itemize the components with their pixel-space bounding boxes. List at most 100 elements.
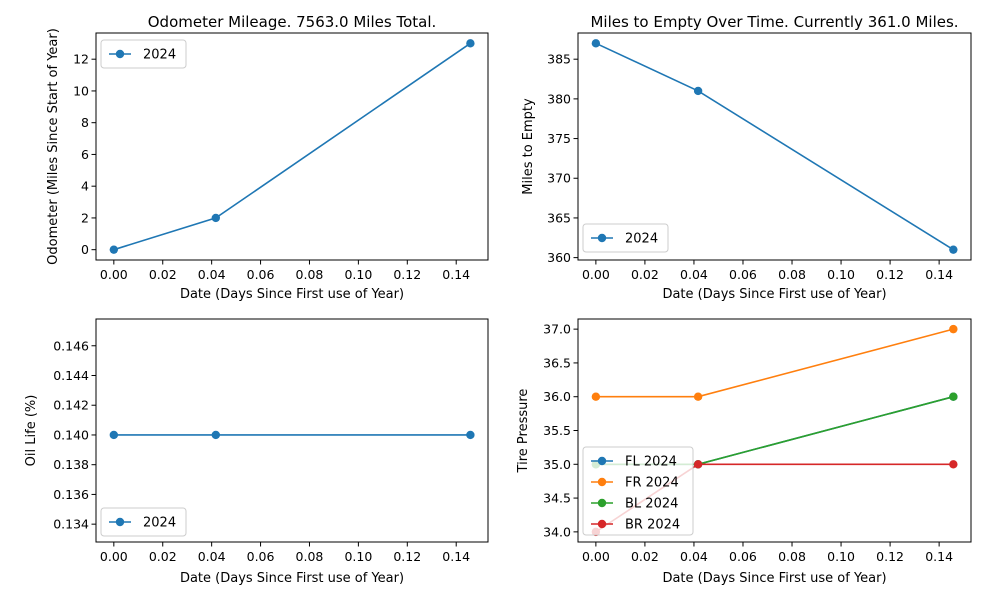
legend-marker <box>115 49 125 59</box>
y-tick-label: 36.5 <box>543 355 571 370</box>
y-tick-label: 375 <box>547 131 571 146</box>
legend-box <box>582 446 694 536</box>
y-tick-label: 6 <box>81 147 89 162</box>
y-tick-label: 0.138 <box>53 457 89 472</box>
y-tick-label: 380 <box>547 91 571 106</box>
x-tick-label: 0.06 <box>247 549 275 564</box>
x-tick-label: 0.08 <box>296 549 324 564</box>
x-axis-label: Date (Days Since First use of Year) <box>180 287 404 302</box>
x-axis-label: Date (Days Since First use of Year) <box>662 287 886 302</box>
legend-marker <box>597 477 607 487</box>
chart-title: Odometer Mileage. 7563.0 Miles Total. <box>148 13 437 31</box>
legend: 2024 <box>100 39 187 69</box>
legend-box <box>100 39 187 69</box>
legend-label: BR 2024 <box>625 518 680 533</box>
y-tick-label: 2 <box>81 210 89 225</box>
axes-frame <box>95 318 489 543</box>
y-tick-label: 4 <box>81 179 89 194</box>
legend-marker <box>597 519 607 529</box>
x-tick-label: 0.00 <box>582 549 610 564</box>
legend-marker <box>597 456 607 466</box>
y-tick-label: 37.0 <box>543 322 571 337</box>
y-tick-label: 0 <box>81 242 89 257</box>
data-point <box>693 392 703 401</box>
axes-frame <box>95 32 489 261</box>
chart-panel-4: 0.00 0.02 0.04 0.06 0.08 0.10 0.12 0.14 34.0 34.5… <box>516 318 972 586</box>
x-tick-label: 0.06 <box>729 549 757 564</box>
y-tick-label: 370 <box>547 171 571 186</box>
x-tick-label: 0.10 <box>344 549 372 564</box>
y-tick-label: 0.136 <box>53 487 89 502</box>
x-tick-label: 0.06 <box>247 267 275 282</box>
data-point <box>949 392 958 401</box>
x-tick-label: 0.12 <box>393 549 421 564</box>
legend-label: FL 2024 <box>625 455 677 470</box>
x-tick-label: 0.04 <box>680 549 708 564</box>
x-tick-label: 0.14 <box>925 267 953 282</box>
legend-label: 2024 <box>143 48 176 63</box>
x-tick-label: 0.04 <box>680 267 708 282</box>
data-point <box>693 86 703 96</box>
legend: FL 2024 FR 2024 BL 2024 BR 2024 <box>582 446 694 536</box>
y-tick-label: 360 <box>547 250 571 265</box>
x-tick-label: 0.04 <box>198 267 226 282</box>
y-axis-label: Oil Life (%) <box>24 395 39 467</box>
legend-marker <box>115 517 125 527</box>
y-tick-label: 0.146 <box>53 338 89 353</box>
y-tick-label: 0.142 <box>53 398 89 413</box>
data-point <box>949 245 958 254</box>
x-tick-label: 0.02 <box>631 549 659 564</box>
legend: 2024 <box>582 223 669 253</box>
axes-frame <box>577 32 972 261</box>
x-tick-label: 0.02 <box>149 267 177 282</box>
legend-marker <box>597 233 607 243</box>
chart-panel-1: 0.00 0.02 0.04 0.06 0.08 0.10 0.12 0.14 0 2 4 6 8 10 1… <box>46 13 489 302</box>
chart-panel-2: 0.00 0.02 0.04 0.06 0.08 0.10 0.12 0.14 360 365 37… <box>521 13 972 302</box>
x-tick-label: 0.10 <box>827 267 855 282</box>
legend-label: 2024 <box>625 232 658 247</box>
charts: 0.00 0.02 0.04 0.06 0.08 0.10 0.12 0.1402468101… <box>24 13 972 586</box>
legend-box <box>100 507 187 537</box>
y-tick-label: 35.0 <box>543 457 571 472</box>
y-tick-label: 365 <box>547 210 571 225</box>
x-tick-label: 0.12 <box>876 267 904 282</box>
chart-panel-3: 0.00 0.02 0.04 0.06 0.08 0.10 0.12 0.14 0.134 0.1… <box>24 318 489 586</box>
legend: 2024 <box>100 507 187 537</box>
x-tick-label: 0.08 <box>296 267 324 282</box>
y-tick-label: 36.0 <box>543 389 571 404</box>
x-tick-label: 0.02 <box>631 267 659 282</box>
data-point <box>949 460 958 469</box>
x-tick-label: 0.00 <box>100 549 128 564</box>
x-axis-label: Date (Days Since First use of Year) <box>180 571 404 586</box>
x-tick-label: 0.08 <box>778 267 806 282</box>
x-tick-label: 0.14 <box>925 549 953 564</box>
x-tick-label: 0.04 <box>198 549 226 564</box>
y-tick-label: 8 <box>81 115 89 130</box>
y-tick-label: 34.0 <box>543 524 571 539</box>
x-tick-label: 0.12 <box>876 549 904 564</box>
legend-label: FR 2024 <box>625 476 679 491</box>
data-point <box>466 39 475 48</box>
y-axis-label: Tire Pressure <box>516 389 531 474</box>
chart-title: Miles to Empty Over Time. Currently 361.… <box>590 13 958 31</box>
x-tick-label: 0.14 <box>442 267 470 282</box>
x-tick-label: 0.12 <box>393 267 421 282</box>
data-point <box>591 39 601 48</box>
legend-label: BL 2024 <box>625 497 678 512</box>
y-tick-label: 385 <box>547 52 571 67</box>
x-tick-label: 0.06 <box>729 267 757 282</box>
x-tick-label: 0.14 <box>442 549 470 564</box>
data-point <box>949 324 958 334</box>
y-tick-label: 12 <box>73 52 89 67</box>
x-tick-label: 0.10 <box>344 267 372 282</box>
data-point <box>591 392 601 401</box>
y-axis-label: Odometer (Miles Since Start of Year) <box>46 28 61 265</box>
data-point <box>211 213 221 223</box>
x-tick-label: 0.10 <box>827 549 855 564</box>
data-point <box>693 460 703 469</box>
x-tick-label: 0.00 <box>100 267 128 282</box>
data-point <box>109 245 119 254</box>
x-tick-label: 0.02 <box>149 549 177 564</box>
